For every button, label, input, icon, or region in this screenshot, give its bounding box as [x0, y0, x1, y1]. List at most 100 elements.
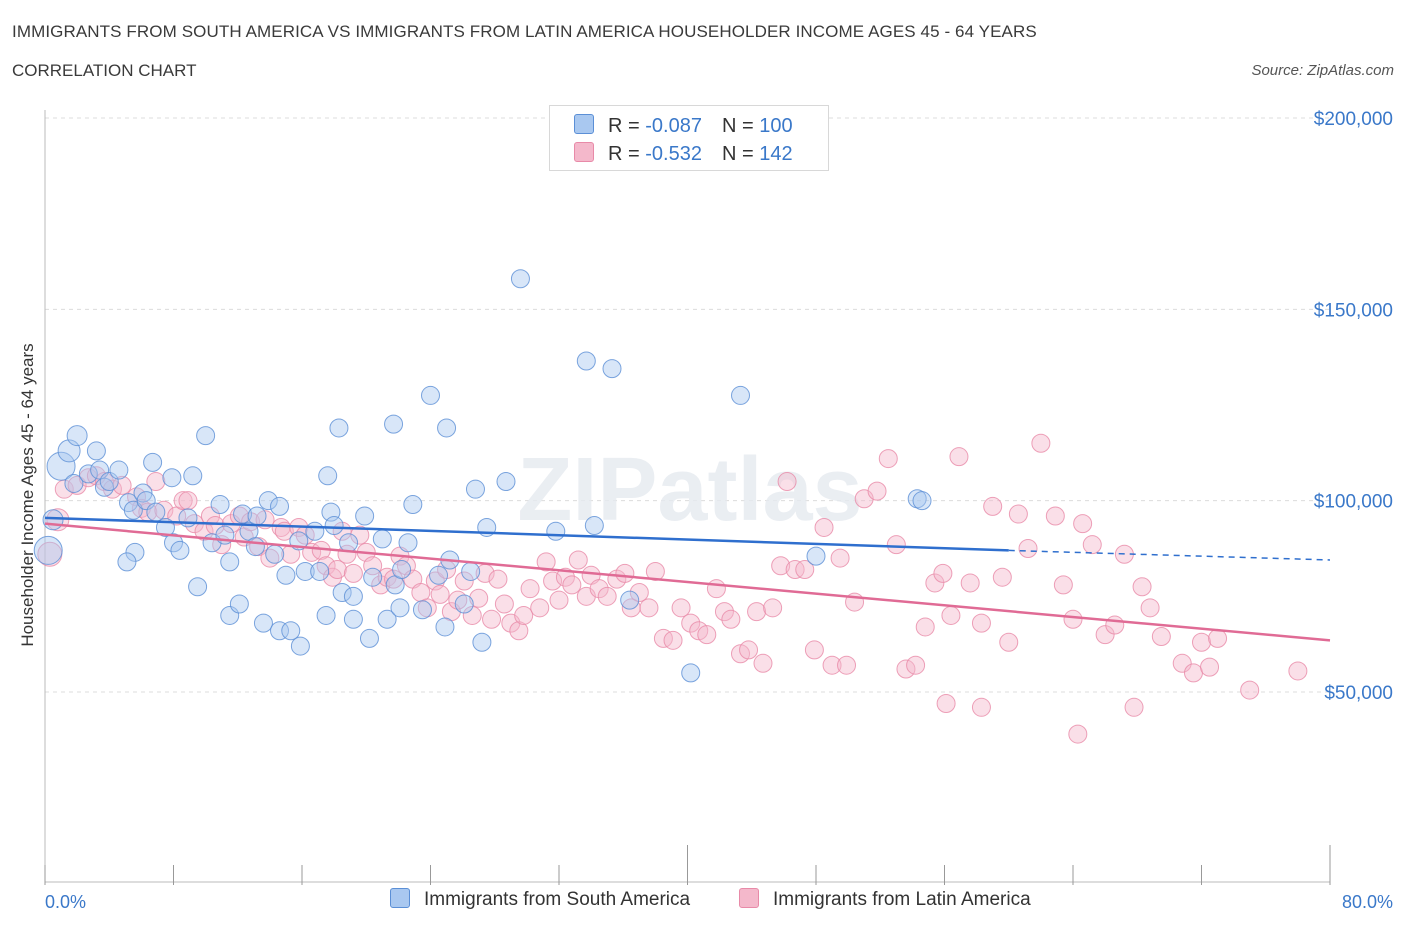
data-point: [814, 517, 834, 537]
trend-line-latin-america: [44, 522, 1331, 642]
data-point: [281, 621, 301, 641]
data-point: [488, 569, 508, 589]
data-point: [343, 563, 363, 583]
data-point: [454, 571, 474, 591]
data-point: [295, 561, 315, 581]
trend-line-south-america-extension: [1008, 549, 1331, 561]
data-point: [270, 496, 290, 516]
data-point: [555, 567, 575, 587]
data-point: [1073, 514, 1093, 534]
data-point: [753, 653, 773, 673]
data-point: [1068, 724, 1088, 744]
data-point: [536, 552, 556, 572]
x-tick-label-max: 80.0%: [1342, 892, 1393, 912]
legend-r-label: R =: [608, 115, 646, 137]
data-point: [143, 452, 163, 472]
data-point: [324, 516, 344, 536]
data-point: [510, 269, 530, 289]
correlation-legend: R = -0.087 N = 100 R = -0.532 N = 142: [549, 105, 829, 171]
data-point: [469, 588, 489, 608]
data-point: [170, 540, 190, 560]
data-point: [549, 590, 569, 610]
data-point: [310, 561, 330, 581]
data-point: [350, 525, 370, 545]
data-point: [1095, 625, 1115, 645]
data-point: [747, 602, 767, 622]
data-point: [332, 583, 352, 603]
data-point: [992, 567, 1012, 587]
data-point: [620, 590, 640, 610]
data-point: [1018, 539, 1038, 558]
data-point: [1172, 653, 1192, 673]
y-tick-label: $200,000: [1314, 109, 1393, 130]
data-point: [258, 491, 278, 511]
data-point: [371, 575, 391, 595]
data-point: [78, 464, 98, 484]
data-point: [830, 548, 850, 568]
data-point: [359, 628, 379, 648]
data-point: [305, 521, 325, 541]
data-point: [437, 418, 457, 438]
data-point: [706, 579, 726, 599]
data-point: [42, 509, 64, 531]
data-point: [270, 621, 290, 641]
data-point: [318, 466, 338, 486]
trend-lines: [44, 516, 1331, 642]
bottom-legend-swatch-blue: [390, 888, 410, 908]
data-point: [253, 613, 273, 633]
data-point: [645, 561, 665, 581]
data-point: [983, 496, 1003, 516]
data-point: [178, 508, 198, 528]
legend-row-latin-america: R = -0.532 N = 142: [574, 142, 793, 165]
data-point: [1288, 661, 1308, 681]
data-point: [671, 598, 691, 618]
data-point: [933, 563, 953, 583]
data-point: [403, 494, 423, 514]
data-point: [86, 441, 106, 461]
data-point: [162, 468, 182, 488]
data-point: [178, 491, 198, 511]
data-point: [472, 632, 492, 652]
data-point: [653, 628, 673, 648]
data-point: [421, 385, 440, 405]
legend-n-label: N =: [721, 115, 760, 137]
data-point: [1053, 575, 1073, 595]
data-point: [1183, 663, 1203, 683]
data-point: [245, 537, 265, 557]
data-point: [109, 460, 129, 480]
legend-row-south-america: R = -0.087 N = 100: [574, 114, 793, 137]
data-point: [64, 473, 84, 493]
data-point: [164, 533, 183, 553]
data-point: [562, 575, 582, 595]
data-point: [117, 552, 137, 572]
data-point: [697, 625, 717, 645]
data-point: [629, 583, 649, 603]
source-credit: Source: ZipAtlas.com: [1251, 62, 1394, 79]
data-point: [999, 632, 1019, 652]
data-point: [509, 621, 529, 641]
data-point: [265, 544, 285, 564]
data-point: [971, 697, 991, 717]
data-point: [739, 640, 759, 660]
data-point: [771, 556, 791, 576]
data-point: [482, 609, 502, 629]
data-point: [1063, 609, 1083, 629]
data-point: [1140, 598, 1160, 618]
bottom-legend-latin-america: Immigrants from Latin America: [739, 888, 1031, 911]
data-point: [454, 594, 474, 614]
data-point: [123, 500, 143, 520]
data-point: [429, 565, 449, 585]
data-point: [763, 598, 783, 618]
data-point: [941, 605, 961, 625]
legend-n-value: 142: [759, 143, 793, 165]
data-point: [886, 535, 906, 555]
data-point: [949, 447, 969, 467]
data-point: [196, 426, 216, 446]
data-point: [430, 584, 450, 604]
data-point: [372, 529, 392, 549]
data-point: [462, 605, 482, 625]
y-tick-labels: $50,000 $100,000 $150,000 $200,000: [1314, 109, 1393, 704]
data-point: [154, 500, 174, 520]
data-point: [1200, 657, 1220, 677]
